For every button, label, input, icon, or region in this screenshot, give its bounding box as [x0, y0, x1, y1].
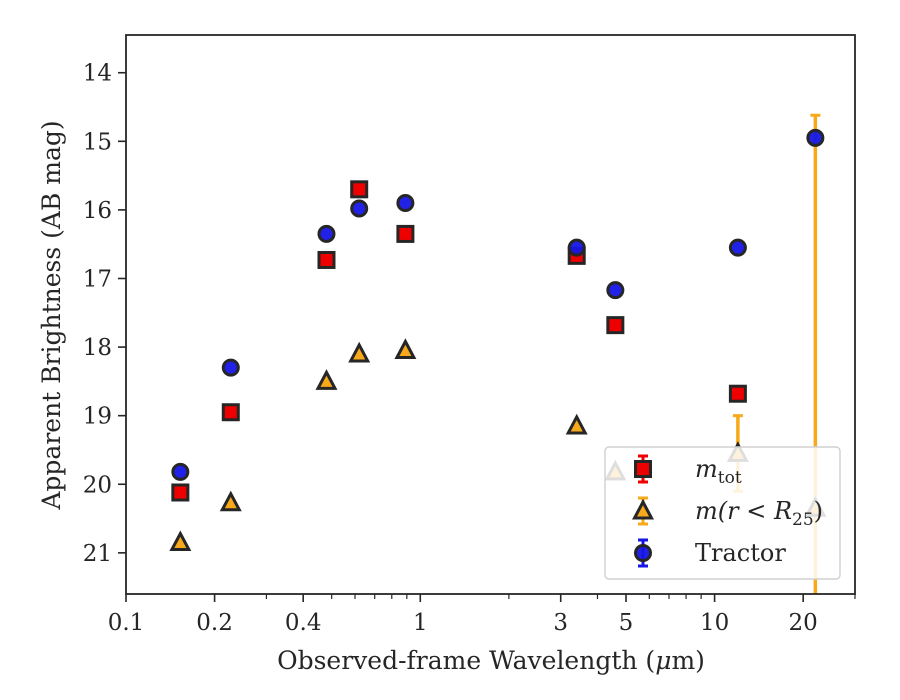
- y-tick-label: 17: [83, 266, 112, 292]
- x-tick-label: 0.2: [196, 610, 233, 636]
- legend-marker-mtot: [634, 460, 652, 478]
- legend-marker-tractor: [634, 544, 652, 562]
- data-point-tractor: [728, 238, 747, 257]
- data-point-tractor: [806, 128, 825, 147]
- y-tick-label: 21: [83, 541, 112, 567]
- data-point-r25: [219, 490, 242, 512]
- data-point-tractor: [221, 358, 240, 377]
- data-point-r25: [565, 413, 588, 435]
- legend-label: Tractor: [695, 539, 786, 567]
- data-point-mtot: [317, 250, 336, 269]
- x-tick-label: 1: [413, 610, 428, 636]
- legend-label: mtot: [695, 455, 742, 488]
- legend-entry-mtot: mtot: [634, 454, 742, 488]
- y-tick-label: 15: [83, 129, 112, 155]
- x-tick-label: 0.1: [108, 610, 145, 636]
- legend-box: [604, 446, 841, 580]
- legend-entry-r25: m(r < R25): [632, 496, 823, 530]
- y-axis: 14 15 16 17 18 19 20 21: [83, 61, 126, 567]
- y-tick-label: 18: [83, 335, 112, 361]
- legend-entry-tractor: Tractor: [634, 538, 786, 568]
- data-point-mtot: [221, 403, 240, 422]
- plot-frame: [125, 34, 856, 595]
- y-tick-label: 20: [83, 472, 112, 498]
- legend-marker-r25: [632, 498, 654, 520]
- x-tick-label: 10: [700, 610, 729, 636]
- x-tick-label: 20: [789, 610, 818, 636]
- data-point-tractor: [317, 224, 336, 243]
- data-point-mtot: [396, 224, 415, 243]
- data-point-r25: [169, 530, 192, 552]
- x-tick-label: 3: [553, 610, 568, 636]
- y-tick-label: 19: [83, 404, 112, 430]
- data-point-tractor: [171, 462, 190, 481]
- data-point-r25: [315, 369, 338, 390]
- data-point-mtot: [171, 483, 190, 502]
- x-tick-label: 5: [619, 610, 634, 636]
- x-tick-label: 0.4: [285, 610, 322, 636]
- data-point-tractor: [396, 194, 415, 213]
- data-point-tractor: [350, 199, 369, 218]
- data-point-mtot: [606, 316, 625, 335]
- data-point-tractor: [606, 281, 625, 300]
- data-point-r25: [348, 341, 371, 363]
- y-tick-label: 14: [83, 61, 112, 87]
- y-tick-label: 16: [83, 198, 112, 224]
- series-tractor: [171, 128, 825, 481]
- y-axis-label: Apparent Brightness (AB mag): [37, 120, 66, 510]
- x-axis: 0.1 0.2 0.4 1 3 5 10 20: [108, 594, 856, 636]
- legend-label: m(r < R25): [695, 497, 823, 530]
- data-point-r25: [394, 338, 417, 360]
- data-point-mtot: [350, 180, 369, 199]
- legend: mtot m(r < R25) Tractor: [604, 446, 841, 580]
- data-point-tractor: [567, 238, 586, 257]
- x-axis-label: Observed-frame Wavelength (μm): [277, 646, 705, 675]
- data-point-mtot: [728, 384, 747, 403]
